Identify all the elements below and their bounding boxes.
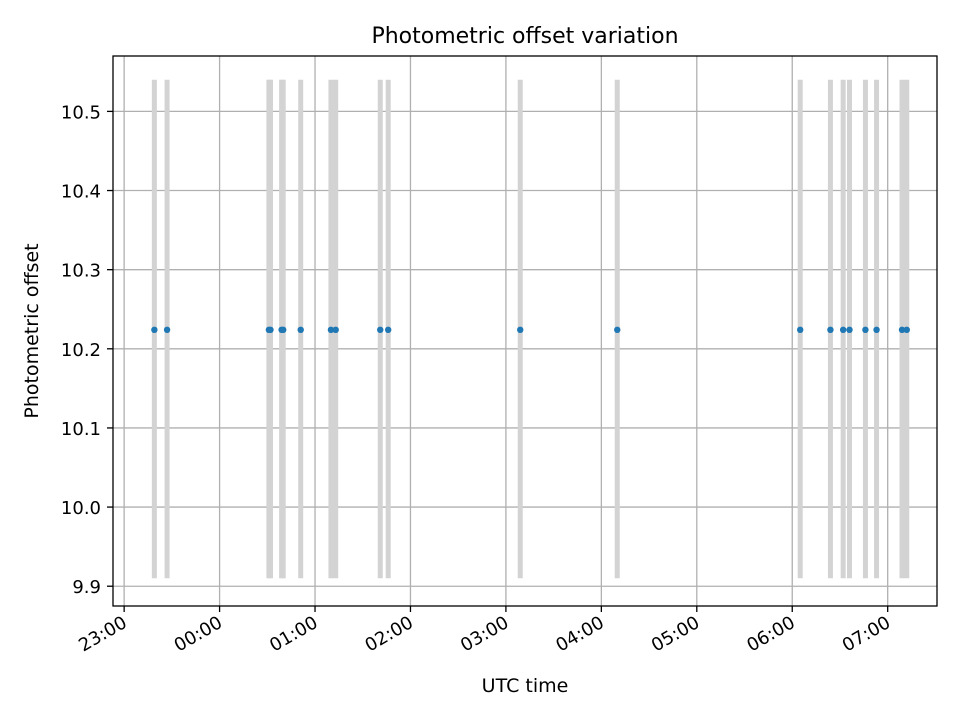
data-point [614, 326, 621, 334]
data-point [163, 326, 171, 334]
data-point [384, 326, 392, 334]
data-point [151, 326, 158, 334]
data-point [862, 326, 869, 334]
data-point [280, 326, 287, 334]
y-tick-label: 10.3 [61, 261, 101, 282]
data-point [377, 326, 384, 334]
chart-title: Photometric offset variation [371, 24, 678, 49]
data-point [903, 326, 910, 334]
data-point [297, 326, 304, 334]
plot-area: 9.9 10.0 10.1 10.2 10.3 10.4 10.5 23:00 00:00 01:… [61, 55, 938, 656]
x-tick-label: 02:00 [362, 612, 417, 656]
data-point [517, 326, 524, 334]
data-point [327, 326, 335, 334]
data-point [873, 326, 880, 334]
data-point [839, 326, 847, 334]
x-tick-label: 04:00 [552, 612, 607, 656]
y-tick-label: 10.5 [61, 102, 101, 123]
x-axis-label: UTC time [482, 675, 569, 697]
x-tick-label: 06:00 [743, 612, 798, 656]
data-point [796, 326, 804, 334]
data-point [846, 326, 853, 334]
axes-frame [112, 55, 938, 607]
data-point [898, 326, 906, 334]
y-tick-label: 10.2 [61, 340, 101, 361]
y-axis-label: Photometric offset [21, 243, 43, 418]
y-tick-label: 10.0 [61, 498, 101, 519]
x-tick-label: 07:00 [839, 612, 894, 656]
y-tick-label: 10.1 [61, 419, 101, 440]
data-point [332, 326, 339, 334]
x-tick-label: 05:00 [648, 612, 703, 656]
y-tick-label: 10.4 [61, 182, 101, 203]
data-point [827, 326, 834, 334]
x-tick-label: 00:00 [171, 612, 226, 656]
x-tick-label: 03:00 [457, 612, 512, 656]
x-tick-label: 01:00 [266, 612, 321, 656]
y-tick-label: 9.9 [72, 577, 101, 598]
x-tick-label: 23:00 [75, 612, 130, 656]
data-point [267, 326, 274, 334]
plot-background [113, 56, 937, 606]
